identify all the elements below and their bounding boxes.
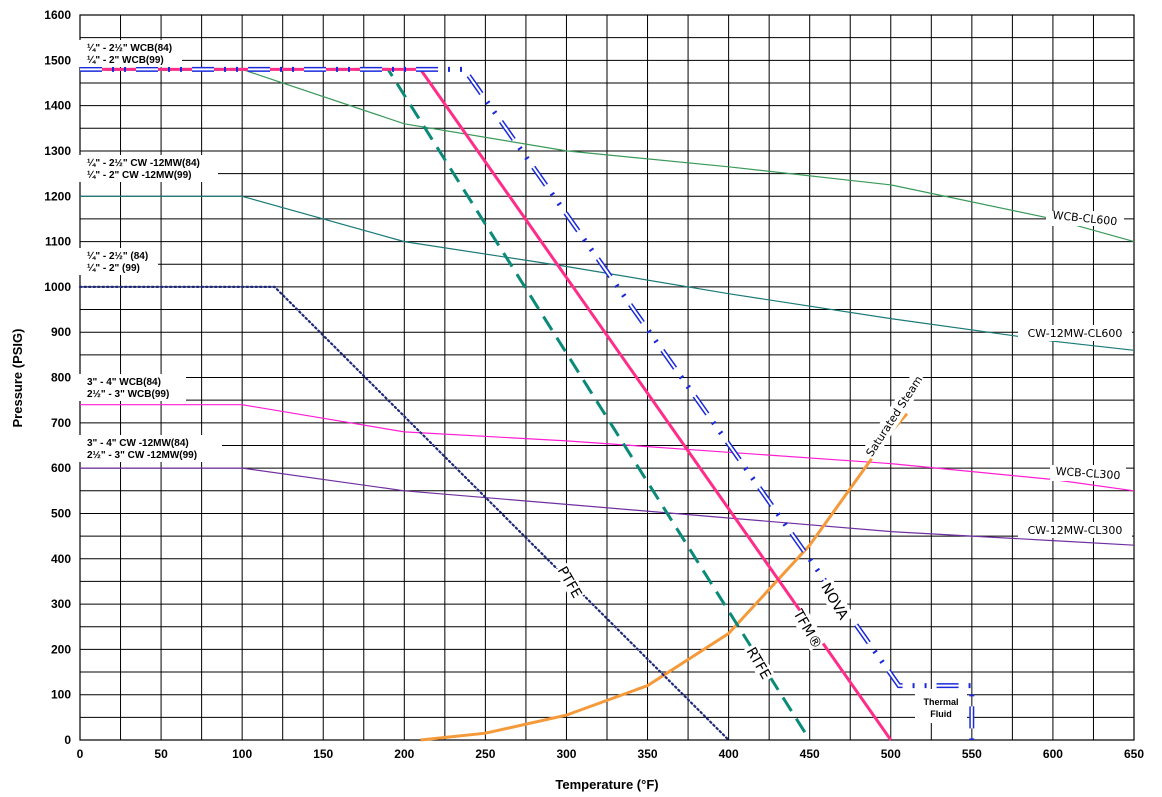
annotation-line: 2½" - 3" WCB(99) xyxy=(87,389,169,400)
annotation-cw-cl300: 3" - 4" CW -12MW(84) 2½" - 3" CW -12MW(9… xyxy=(78,435,222,462)
label-cw-cl300: CW-12MW-CL300 xyxy=(1018,522,1132,538)
annotation-line: 2½" - 3" CW -12MW(99) xyxy=(87,450,197,461)
series-line-cw-12mw-cl300 xyxy=(80,467,1135,546)
y-tick-label: 900 xyxy=(51,325,71,339)
tick-labels: 0 50 100 150 200 250 300 350 400 450 500 550 600 650 0… xyxy=(44,8,1144,761)
x-axis-title: Temperature (°F) xyxy=(555,777,658,792)
series-label: CW-12MW-CL300 xyxy=(1028,524,1123,537)
x-tick-label: 150 xyxy=(313,747,333,761)
series-label: WCB-CL300 xyxy=(1055,465,1121,482)
y-tick-label: 600 xyxy=(51,461,71,475)
series-label: Thermal xyxy=(923,697,958,707)
x-tick-label: 550 xyxy=(962,747,982,761)
y-tick-label: 1100 xyxy=(45,235,71,249)
y-tick-label: 700 xyxy=(51,416,71,430)
annotation-line: ¼" - 2½" WCB(84) xyxy=(87,43,172,54)
y-tick-label: 0 xyxy=(64,733,71,747)
x-tick-label: 50 xyxy=(154,747,168,761)
y-tick-label: 1500 xyxy=(44,53,71,67)
y-tick-label: 1300 xyxy=(44,144,71,158)
series-line-nova-inner xyxy=(80,68,973,740)
y-tick-label: 500 xyxy=(51,506,71,520)
label-wcb-cl600: WCB-CL600 xyxy=(1046,209,1124,228)
x-tick-label: 0 xyxy=(77,747,84,761)
annotation-cw-cl600: ¼" - 2½" CW -12MW(84) ¼" - 2" CW -12MW(9… xyxy=(78,155,218,182)
grid xyxy=(79,14,1135,741)
annotation-line: ¼" - 2" (99) xyxy=(87,263,140,274)
y-tick-label: 1000 xyxy=(44,280,71,294)
x-tick-label: 300 xyxy=(556,747,576,761)
y-tick-label: 1400 xyxy=(44,99,71,113)
y-tick-label: 1600 xyxy=(44,8,71,22)
series-label: CW-12MW-CL600 xyxy=(1028,327,1123,340)
annotation-wcb-cl300: 3" - 4" WCB(84) 2½" - 3" WCB(99) xyxy=(78,374,186,401)
y-tick-label: 400 xyxy=(51,552,71,566)
x-tick-label: 350 xyxy=(638,747,658,761)
annotation-line: 3" - 4" WCB(84) xyxy=(87,377,161,388)
annotation-line: ¼" - 2½" CW -12MW(84) xyxy=(87,158,200,169)
x-tick-label: 450 xyxy=(800,747,820,761)
label-thermal-fluid: Thermal Fluid xyxy=(915,689,967,723)
x-tick-label: 650 xyxy=(1124,747,1144,761)
series-line-wcb-cl300 xyxy=(80,404,1135,492)
y-axis-title: Pressure (PSIG) xyxy=(10,329,25,428)
label-cw-cl600: CW-12MW-CL600 xyxy=(1018,325,1132,341)
annotation-line: ¼" - 2" CW -12MW(99) xyxy=(87,170,192,181)
label-wcb-cl300: WCB-CL300 xyxy=(1050,465,1126,482)
y-tick-label: 100 xyxy=(51,688,71,702)
x-tick-label: 250 xyxy=(475,747,495,761)
annotation-line: 3" - 4" CW -12MW(84) xyxy=(87,438,189,449)
y-tick-label: 300 xyxy=(51,597,71,611)
annotation-line: ¼" - 2½" (84) xyxy=(87,251,148,262)
series-line-wcb-cl600 xyxy=(80,68,1135,243)
x-tick-label: 400 xyxy=(719,747,739,761)
x-tick-label: 100 xyxy=(232,747,252,761)
series-label: Fluid xyxy=(930,709,952,719)
y-tick-label: 200 xyxy=(51,642,71,656)
x-tick-label: 500 xyxy=(881,747,901,761)
annotation-ptfe: ¼" - 2½" (84) ¼" - 2" (99) xyxy=(78,248,158,275)
y-tick-label: 800 xyxy=(51,371,71,385)
x-tick-label: 200 xyxy=(394,747,414,761)
annotation-line: ¼" - 2" WCB(99) xyxy=(87,55,164,66)
y-tick-label: 1200 xyxy=(44,189,71,203)
x-tick-label: 600 xyxy=(1043,747,1063,761)
annotation-wcb-cl600: ¼" - 2½" WCB(84) ¼" - 2" WCB(99) xyxy=(78,40,182,67)
